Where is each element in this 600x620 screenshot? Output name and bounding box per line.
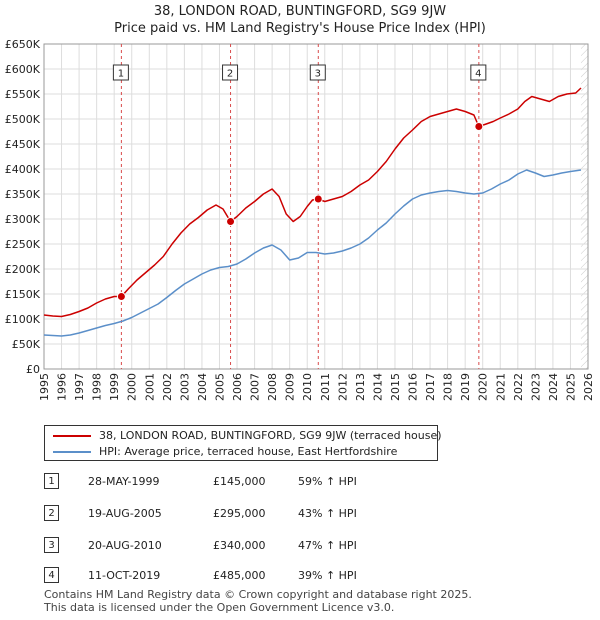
x-tick-label: 2011 [319, 373, 332, 401]
transaction-dot [313, 194, 323, 204]
transaction-label: 4 [475, 69, 481, 80]
x-tick-label: 2010 [301, 373, 314, 401]
x-tick-label: 2002 [161, 373, 174, 401]
transaction-label: 2 [227, 69, 233, 80]
y-tick-label: £50K [12, 338, 41, 351]
x-tick-label: 2004 [196, 373, 209, 401]
x-tick-label: 2016 [407, 373, 420, 401]
transaction-price: £145,000 [213, 475, 266, 488]
transaction-date: 19-AUG-2005 [88, 507, 162, 520]
x-tick-label: 2024 [547, 373, 560, 401]
y-tick-label: £500K [5, 113, 41, 126]
hpi-line [43, 169, 582, 337]
x-tick-label: 2022 [512, 373, 525, 401]
y-tick-label: £350K [5, 188, 41, 201]
x-tick-label: 2013 [354, 373, 367, 401]
chart-title: 38, LONDON ROAD, BUNTINGFORD, SG9 9JW Pr… [0, 3, 600, 37]
x-tick-label: 2025 [564, 373, 577, 401]
legend-label-property: 38, LONDON ROAD, BUNTINGFORD, SG9 9JW (t… [99, 429, 442, 442]
x-tick-label: 2020 [477, 373, 490, 401]
transaction-hpi: 39% ↑ HPI [298, 569, 357, 582]
y-tick-label: £250K [5, 238, 41, 251]
transaction-number: 3 [44, 537, 59, 553]
plot-border [43, 43, 589, 370]
y-tick-label: £600K [5, 63, 41, 76]
x-tick-label: 2005 [213, 373, 226, 401]
x-tick-label: 1995 [38, 373, 51, 401]
transaction-date: 28-MAY-1999 [88, 475, 160, 488]
title-subtitle: Price paid vs. HM Land Registry's House … [114, 21, 486, 36]
y-tick-label: £200K [5, 263, 41, 276]
future-projection-region [580, 44, 588, 369]
transaction-number: 2 [44, 505, 59, 521]
y-tick-label: £650K [5, 38, 41, 51]
price-chart: £0 £50K £100K £150K £200K £250K £300K £350K £400… [5, 38, 595, 401]
table-row: 1 28-MAY-1999 £145,000 59% ↑ HPI [0, 472, 600, 492]
x-tick-label: 2014 [371, 373, 384, 401]
x-tick-label: 2015 [389, 373, 402, 401]
transaction-date: 20-AUG-2010 [88, 539, 162, 552]
x-tick-label: 2009 [284, 373, 297, 401]
transaction-label: 1 [118, 69, 124, 80]
y-tick-label: £150K [5, 288, 41, 301]
table-row: 4 11-OCT-2019 £485,000 39% ↑ HPI [0, 566, 600, 586]
y-tick-label: £0 [26, 363, 40, 376]
x-tick-label: 2026 [582, 373, 595, 401]
table-row: 3 20-AUG-2010 £340,000 47% ↑ HPI [0, 536, 600, 556]
transaction-price: £295,000 [213, 507, 266, 520]
transaction-number: 4 [44, 567, 59, 583]
transaction-label-box [112, 64, 129, 81]
chart-legend: 38, LONDON ROAD, BUNTINGFORD, SG9 9JW (t… [44, 425, 442, 461]
x-tick-label: 2000 [126, 373, 139, 401]
transaction-hpi: 59% ↑ HPI [298, 475, 357, 488]
x-tick-label: 2001 [143, 373, 156, 401]
legend-line-property [53, 435, 91, 437]
transaction-number: 1 [44, 473, 59, 489]
legend-line-hpi [53, 451, 91, 453]
transaction-price: £485,000 [213, 569, 266, 582]
y-tick-label: £100K [5, 313, 41, 326]
y-tick-label: £300K [5, 213, 41, 226]
transaction-hpi: 47% ↑ HPI [298, 539, 357, 552]
transaction-hpi: 43% ↑ HPI [298, 507, 357, 520]
transaction-dot [116, 292, 126, 301]
footer-licence: This data is licensed under the Open Gov… [44, 601, 395, 614]
transaction-dot [226, 217, 236, 226]
transaction-label-box [222, 64, 239, 81]
x-tick-label: 2023 [529, 373, 542, 401]
property-price-line [43, 87, 582, 318]
x-tick-label: 2003 [178, 373, 191, 401]
title-address: 38, LONDON ROAD, BUNTINGFORD, SG9 9JW [153, 4, 447, 19]
y-tick-label: £400K [5, 163, 41, 176]
x-tick-label: 2008 [266, 373, 279, 401]
transaction-date: 11-OCT-2019 [88, 569, 161, 582]
x-tick-label: 1998 [91, 373, 104, 401]
transaction-price: £340,000 [213, 539, 266, 552]
footer-copyright: Contains HM Land Registry data © Crown c… [44, 588, 472, 601]
x-tick-label: 2017 [424, 373, 437, 401]
x-tick-label: 1997 [73, 373, 86, 401]
footer: Contains HM Land Registry data © Crown c… [44, 588, 472, 614]
x-tick-label: 2018 [442, 373, 455, 401]
transaction-label: 3 [315, 69, 321, 80]
x-tick-label: 2006 [231, 373, 244, 401]
x-tick-label: 2019 [459, 373, 472, 401]
transaction-dot [474, 122, 484, 131]
x-tick-label: 2007 [249, 373, 262, 401]
x-tick-label: 1996 [56, 373, 69, 401]
x-tick-label: 2021 [494, 373, 507, 401]
x-tick-label: 1999 [108, 373, 121, 401]
y-tick-label: £450K [5, 138, 41, 151]
table-row: 2 19-AUG-2005 £295,000 43% ↑ HPI [0, 504, 600, 524]
transaction-label-box [309, 64, 326, 81]
transaction-label-box [470, 64, 487, 81]
x-tick-label: 2012 [336, 373, 349, 401]
legend-label-hpi: HPI: Average price, terraced house, East… [99, 445, 398, 458]
y-tick-label: £550K [5, 88, 41, 101]
